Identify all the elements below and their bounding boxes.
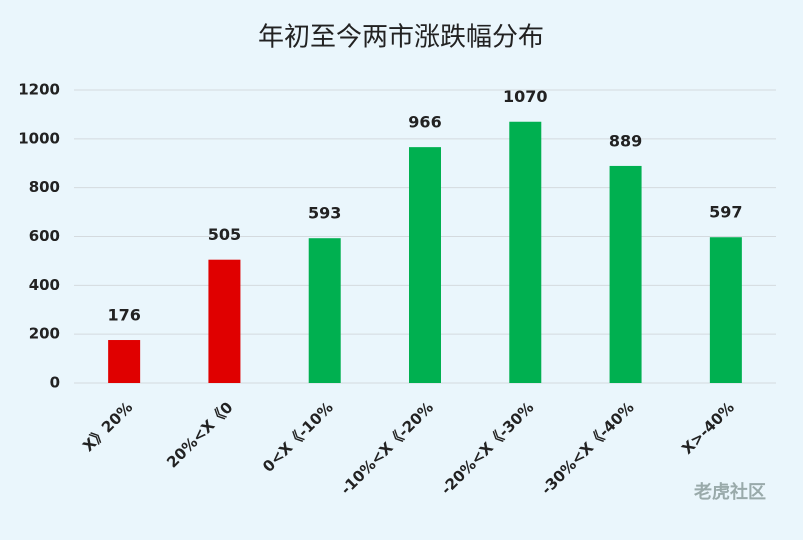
bar — [308, 238, 341, 383]
value-label: 176 — [107, 306, 140, 325]
value-label: 889 — [609, 131, 642, 150]
y-tick-label: 1000 — [18, 129, 60, 147]
value-label: 505 — [208, 225, 241, 244]
y-tick-label: 800 — [29, 178, 60, 196]
y-tick-label: 200 — [29, 325, 60, 343]
bar — [609, 165, 642, 383]
bar — [409, 147, 441, 383]
x-tick-label: X》20% — [79, 398, 136, 455]
bar — [108, 340, 141, 383]
y-tick-label: 0 — [50, 374, 60, 392]
x-tick-label: 20%<X《0 — [163, 398, 236, 471]
y-tick-label: 600 — [29, 227, 60, 245]
x-tick-label: -20%<X《-30% — [437, 398, 537, 498]
bar — [709, 237, 742, 383]
value-label: 597 — [709, 203, 742, 222]
bar — [509, 121, 542, 383]
y-tick-label: 400 — [29, 276, 60, 294]
bar — [208, 259, 241, 383]
x-tick-label: X>-40% — [678, 398, 738, 458]
value-label: 1070 — [503, 87, 548, 106]
watermark: 老虎社区 — [694, 481, 766, 503]
chart-title: 年初至今两市涨跌幅分布 — [258, 23, 544, 53]
x-tick-label: 0<X《-10% — [259, 398, 337, 476]
x-tick-label: -10%<X《-20% — [337, 398, 437, 498]
value-label: 593 — [308, 204, 341, 223]
y-tick-label: 1200 — [18, 81, 60, 99]
value-label: 966 — [408, 113, 441, 132]
x-tick-label: -30%<X《-40% — [538, 398, 638, 498]
